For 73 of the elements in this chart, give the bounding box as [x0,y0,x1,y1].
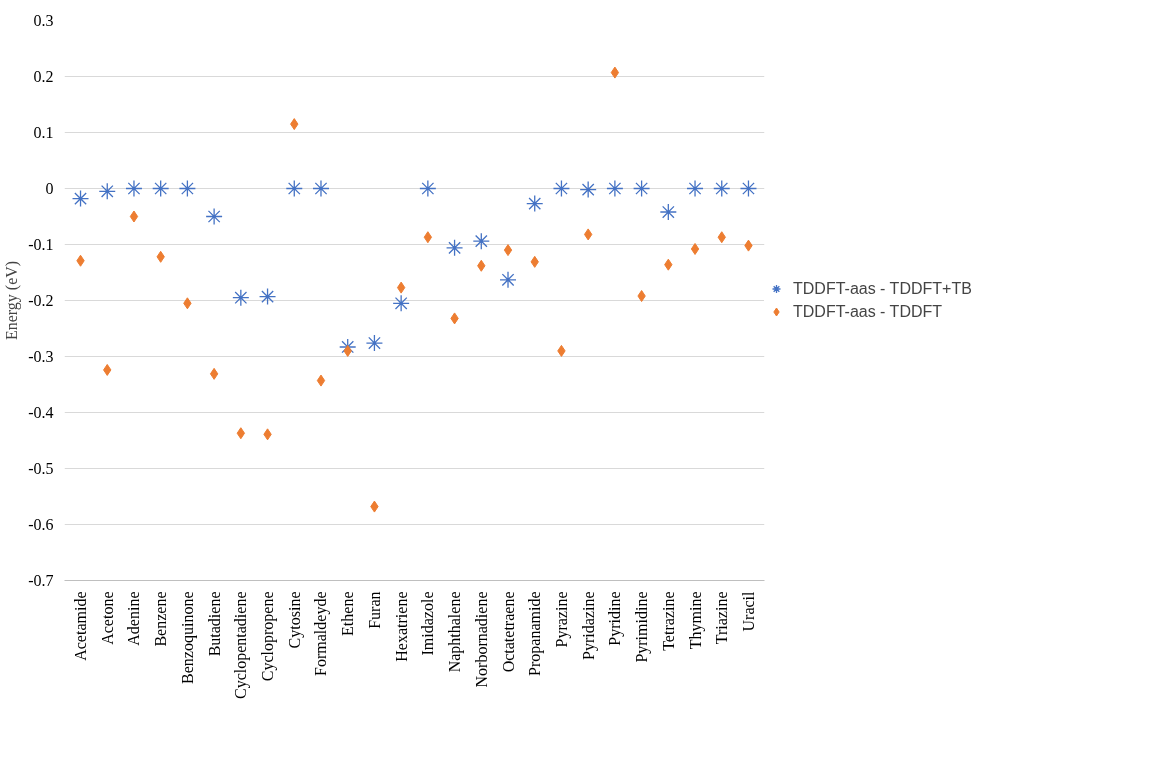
x-tick-label: Pyridazine [579,591,598,660]
x-tick-label: Pyrazine [552,591,571,648]
point [365,334,384,352]
point [209,367,219,380]
point [552,179,571,198]
x-tick-label: Benzoquinone [178,591,197,684]
point [503,244,513,257]
x-tick-label: Octatetraene [499,591,517,673]
y-tick-label: 0.1 [33,124,54,141]
legend-label: TDDFT-aas - TDDFT [793,302,943,321]
point [632,179,651,198]
point [610,66,620,79]
x-tick-label: Cytosine [285,591,304,649]
x-tick-label: Imidazole [419,591,437,656]
point [579,180,597,199]
point [606,179,624,198]
point [258,287,277,306]
y-tick-label: -0.3 [28,348,54,365]
point [312,179,330,198]
x-tick-label: Furan [365,591,383,629]
point [419,179,437,198]
x-tick-label: Pyrimidine [633,591,652,663]
x-tick-label: Norbornadiene [472,591,490,688]
point [71,189,90,208]
x-tick-label: Acetamide [72,591,90,661]
x-tick-label: Tetrazine [659,591,677,651]
x-tick-label: Ethene [339,591,357,636]
y-tick-label: -0.2 [28,292,54,309]
x-tick-label: Thymine [686,591,705,650]
point [129,210,139,223]
point [472,232,490,250]
x-tick-label: Naphthalene [446,591,465,673]
y-tick-label: 0.3 [33,12,54,29]
y-axis-title: Energy (eV) [3,260,22,341]
point [392,294,410,312]
x-tick-label: Propanamide [526,591,545,676]
x-tick-label: Benzene [152,591,170,647]
point [690,242,700,255]
x-tick-label: Butadiene [205,591,223,657]
y-tick-label: -0.6 [28,516,54,533]
y-tick-label: -0.7 [28,572,54,589]
x-tick-label: Acetone [98,591,116,645]
legend-label: TDDFT-aas - TDDFT+TB [793,279,972,298]
x-tick-label: Formaldeyde [312,591,331,676]
point [713,179,731,198]
point [445,239,464,257]
point [423,231,433,244]
x-tick-label: Adenine [125,591,143,646]
point [125,179,143,198]
x-tick-label: Triazine [713,591,731,645]
point [178,179,197,198]
point [659,203,677,221]
point [232,289,250,307]
point [686,179,704,198]
x-tick-label: Cyclopropene [259,591,278,682]
x-tick-label: Pyridine [606,591,625,646]
x-tick-label: Hexatriene [392,591,410,662]
x-tick-label: Uracil [739,590,757,632]
point [285,179,303,198]
point [526,194,544,213]
point [152,179,170,198]
y-tick-label: -0.5 [28,460,54,477]
point [739,179,758,198]
y-tick-label: 0 [45,180,54,197]
point [499,271,517,289]
point [316,374,326,387]
y-tick-label: 0.2 [33,68,54,85]
point [396,281,406,294]
point [98,182,116,200]
point [205,207,223,226]
x-tick-label: Cyclopentadiene [232,591,251,700]
y-tick-label: -0.4 [28,404,54,421]
y-tick-label: -0.1 [28,236,54,253]
